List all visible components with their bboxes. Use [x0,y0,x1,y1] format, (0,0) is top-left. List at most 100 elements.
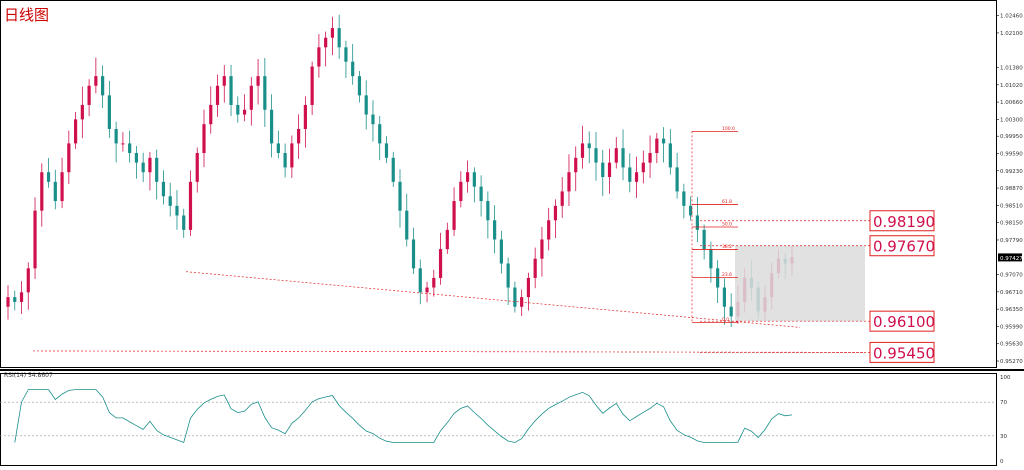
candle-body [242,109,247,115]
candle-body [621,148,625,168]
candle-body [364,95,368,115]
candle-body [445,229,449,250]
candle-body [689,205,693,216]
fib-label: 38.2 [722,244,732,250]
candle-body [668,143,672,168]
price-tick-label: 1.00300 [1000,117,1023,123]
level-label: 0.98190 [873,213,935,231]
candle-body [276,143,280,154]
candle-body [499,239,503,264]
candle-body [283,153,287,168]
candle-body [128,143,132,154]
candle-body [155,157,159,182]
candle-body [574,157,578,173]
candle-body [709,249,713,269]
candle-body [459,181,463,202]
candle-body [317,47,321,67]
candle-body [148,157,152,173]
level-label: 0.95450 [873,344,935,362]
candle-body [101,76,105,96]
candle-body [425,287,429,293]
candle-body [67,143,71,173]
candle-body [452,201,456,230]
candle-body [384,143,389,158]
fib-label: 61.8 [722,199,732,205]
price-tick-label: 0.99590 [1000,151,1023,157]
fib-label: 100.0 [722,126,735,132]
candle-body [438,249,443,278]
price-tick-label: 0.98870 [1000,186,1023,192]
candle-body [26,268,30,293]
current-price-label: 0.97427 [1000,256,1023,262]
candle-body [716,268,720,288]
candle-body [33,210,37,269]
candle-body [614,148,618,163]
candle-body [53,181,57,202]
price-tick-label: 0.95630 [1000,342,1023,348]
price-tick-label: 0.96710 [1000,290,1023,296]
candle-body [371,114,375,125]
rsi-tick-label: 70 [1000,400,1007,406]
candle-body [290,143,294,168]
candle-body [73,119,78,144]
level-label: 0.96100 [873,313,935,331]
candle-body [222,76,226,86]
price-tick-label: 0.99950 [1000,134,1023,140]
fib-label: 23.6 [722,272,732,278]
candle-body [472,172,476,187]
candle-body [493,220,497,240]
rsi-tick-label: 30 [1000,434,1007,440]
fib-label: 50.0 [722,221,732,227]
candle-body [722,287,727,307]
candle-body [188,181,193,230]
trendline [185,271,801,328]
chart-title: 日线图 [4,6,50,24]
candle-body [107,95,111,129]
candle-body [141,162,145,173]
candle-body [161,181,166,197]
level-label: 0.97670 [873,238,935,256]
candle-body [607,162,612,178]
candle-body [236,104,240,115]
candle-body [215,85,220,105]
candle-body [175,205,179,216]
rsi-line [14,389,793,444]
price-tick-label: 0.96350 [1000,307,1023,313]
candle-body [13,297,17,302]
candle-body [40,172,44,211]
price-tick-label: 1.00660 [1000,100,1023,106]
candle-body [60,172,64,202]
candle-body [310,66,314,105]
candle-body [682,191,686,206]
candle-body [506,263,510,288]
candle-body [405,210,409,240]
candle-body [378,124,382,144]
price-tick-label: 0.98150 [1000,221,1023,227]
candle-body [567,172,571,192]
candle-body [411,239,416,269]
price-tick-label: 0.95990 [1000,324,1023,330]
candle-body [263,76,267,110]
candle-body [209,104,213,125]
candle-body [398,181,402,211]
candle-body [641,162,645,173]
candle-body [324,37,328,48]
candle-body [269,109,274,144]
candle-body [432,277,436,288]
price-tick-label: 0.99230 [1000,169,1023,175]
candle-body [80,104,84,120]
candle-body [580,143,585,158]
candle-body [526,277,531,298]
candle-body [19,292,24,302]
candle-body [655,138,659,154]
rsi-label: RSI(14) 54.8607 [4,372,53,379]
candle-body [114,128,118,144]
candle-body [297,128,301,144]
price-tick-label: 0.95270 [1000,359,1023,365]
candle-body [391,157,395,182]
candle-body [540,239,544,259]
candle-body [601,162,605,178]
price-tick-label: 1.01020 [1000,83,1023,89]
support-line [32,350,866,353]
